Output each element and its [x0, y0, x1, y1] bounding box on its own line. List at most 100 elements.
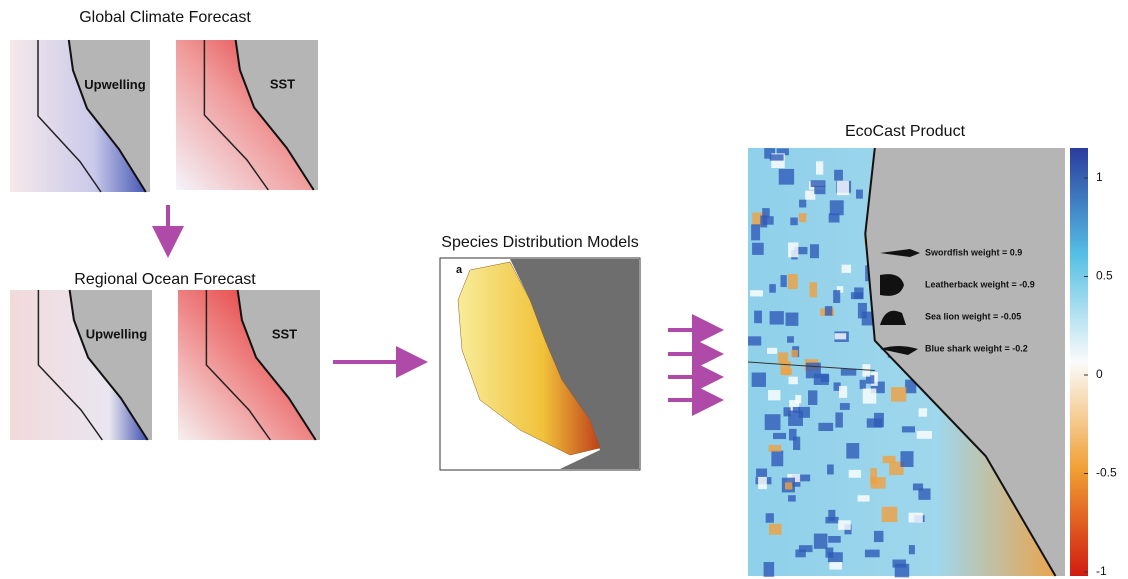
ecocast-cell: [748, 336, 761, 345]
ecocast-cell: [874, 413, 884, 427]
ecocast-cell: [769, 524, 782, 535]
ecocast-cell: [791, 350, 798, 357]
ecocast-cell: [770, 154, 784, 160]
ecocast-cell: [795, 550, 805, 558]
ecocast-cell: [750, 290, 763, 296]
ecocast-cell: [770, 311, 784, 324]
ecocast-cell: [764, 562, 775, 577]
ecocast-cell: [788, 242, 798, 257]
ecocast-cell: [754, 311, 762, 324]
ecocast-cell: [830, 200, 844, 215]
ecocast-cell: [841, 369, 856, 376]
colorbar-tick-label: 1: [1096, 170, 1103, 184]
ecocast-cell: [766, 513, 774, 523]
ecocast-cell: [849, 470, 861, 478]
panel-label: SST: [270, 76, 295, 91]
species-weight: Blue shark weight = -0.2: [925, 343, 1028, 353]
ecocast-cell: [858, 303, 867, 318]
ecocast-cell: [902, 426, 915, 432]
ecocast-cell: [829, 562, 842, 570]
ecocast-cell: [788, 274, 798, 289]
ecocast-cell: [842, 265, 851, 273]
species-weight: Leatherback weight = -0.9: [925, 279, 1035, 289]
ecocast-cell: [767, 348, 777, 354]
ecocast-cell: [834, 170, 843, 181]
ecocast-cell: [917, 431, 932, 439]
ecocast-cell: [838, 520, 851, 530]
ecocast-cell: [828, 552, 843, 562]
ecocast-cell: [799, 200, 806, 208]
ecocast-cell: [808, 390, 817, 405]
ecocast-cell: [806, 363, 821, 379]
ecocast-cell: [814, 186, 825, 194]
colorbar-tick-label: 0: [1096, 367, 1103, 381]
global-title: Global Climate Forecast: [79, 9, 251, 26]
colorbar-tick-label: 0.5: [1096, 269, 1113, 283]
ecocast-cell: [860, 380, 866, 389]
panel-label: Upwelling: [86, 326, 147, 341]
ecocast-cell: [799, 213, 806, 222]
ecocast-cell: [786, 313, 799, 326]
panel-label: Upwelling: [84, 77, 145, 92]
ecocast-cell: [765, 414, 781, 430]
ecocast-cell: [816, 161, 823, 174]
ecocast-cell: [768, 390, 780, 400]
species-weight: Swordfish weight = 0.9: [925, 247, 1022, 257]
ecocast-cell: [788, 495, 796, 501]
ecocast-title: EcoCast Product: [845, 123, 966, 140]
ecocast-cell: [814, 534, 828, 549]
ecocast-cell: [768, 445, 781, 452]
panel-label: SST: [272, 326, 297, 341]
sdm-panel-label: a: [456, 264, 463, 276]
ecocast-cell: [780, 275, 786, 287]
ecocast-cell: [793, 407, 800, 413]
ecocast-cell: [835, 333, 846, 339]
ecocast-cell: [771, 451, 783, 467]
ecocast-cell: [758, 476, 767, 489]
ecocast-cell: [828, 536, 841, 543]
ecocast-cell: [795, 395, 801, 403]
ecocast-cell: [827, 464, 834, 474]
ecocast-cell: [851, 292, 863, 299]
ecocast-cell: [752, 373, 766, 387]
regional-title: Regional Ocean Forecast: [74, 271, 256, 288]
ecocast-cell: [863, 389, 877, 404]
ecocast-cell: [919, 408, 927, 416]
ecocast-cell: [835, 412, 842, 427]
ecocast-cell: [789, 377, 798, 385]
ecocast-cell: [769, 284, 776, 293]
ecocast-cell: [892, 560, 906, 568]
ecocast-cell: [809, 282, 817, 297]
ecocast-cell: [865, 550, 880, 558]
ecocast-cell: [882, 507, 898, 522]
ecocast-cell: [870, 468, 877, 484]
ecocast-cell: [839, 386, 847, 398]
ecocast-cell: [840, 403, 850, 410]
species-weight: Sea lion weight = -0.05: [925, 311, 1021, 321]
ecocast-cell: [793, 437, 800, 450]
ecocast-cell: [760, 215, 767, 227]
ecocast-cell: [756, 469, 767, 477]
ecocast-cell: [810, 244, 819, 258]
ecocast-cell: [825, 306, 832, 316]
ecocast-cell: [828, 510, 835, 521]
sdm-title: Species Distribution Models: [441, 234, 638, 251]
diagram: Global Climate Forecast Regional Ocean F…: [0, 0, 1128, 579]
colorbar: [1070, 148, 1088, 576]
ecocast-cell: [773, 433, 786, 439]
ecocast-cell: [752, 243, 764, 255]
ecocast-cell: [778, 352, 788, 363]
ecocast-cell: [785, 482, 792, 489]
ecocast-cell: [779, 169, 794, 185]
ecocast-cell: [874, 531, 883, 542]
colorbar-tick-label: -1: [1096, 564, 1107, 578]
ecocast-cell: [891, 387, 906, 402]
ecocast-cell: [900, 451, 913, 467]
ecocast-cell: [918, 488, 930, 499]
ecocast-cell: [883, 456, 896, 463]
ecocast-cell: [784, 407, 791, 416]
ecocast-cell: [846, 443, 859, 458]
ecocast-cell: [805, 191, 815, 200]
ecocast-cell: [821, 374, 829, 381]
ecocast-cell: [818, 423, 833, 431]
